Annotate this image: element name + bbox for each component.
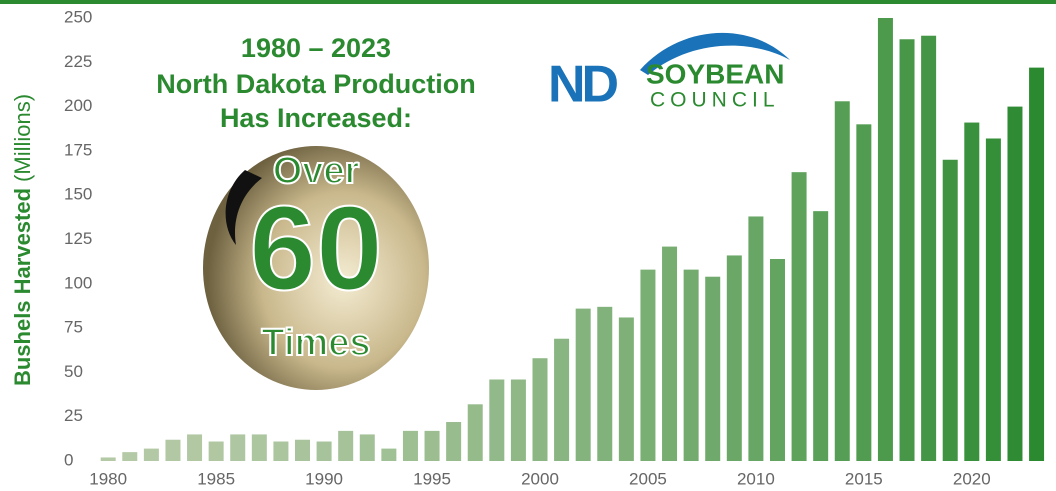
y-tick-label: 250: [64, 7, 92, 26]
bar: [726, 255, 742, 461]
y-tick-label: 225: [64, 52, 92, 71]
y-label: Bushels Harvested: [10, 188, 35, 386]
bar: [187, 434, 203, 461]
annotation-over: Over: [273, 150, 360, 192]
bar: [295, 439, 311, 461]
bar: [791, 172, 807, 461]
logo-arc: [640, 32, 790, 75]
annotation-line: 1980 – 2023: [241, 33, 391, 63]
bar: [662, 246, 678, 461]
bar: [338, 430, 354, 461]
annotation-number: 60: [249, 182, 382, 316]
x-tick-label: 1985: [197, 469, 235, 488]
annotation-times: Times: [261, 322, 370, 364]
soybean: [203, 146, 429, 390]
x-tick-label: 2010: [737, 469, 775, 488]
bar: [510, 379, 526, 461]
bar: [273, 441, 289, 461]
top-border: [0, 0, 1056, 4]
bar: [1007, 106, 1023, 461]
bar: [165, 439, 181, 461]
bar: [532, 358, 548, 461]
y-axis-label: Bushels Harvested (Millions): [10, 94, 35, 386]
bar: [1029, 67, 1045, 461]
logo: ND SOYBEAN COUNCIL: [548, 32, 790, 114]
bar: [921, 35, 937, 461]
bar: [381, 448, 397, 461]
x-tick-label: 2015: [845, 469, 883, 488]
bar: [143, 448, 159, 461]
logo-sub: COUNCIL: [650, 89, 780, 112]
y-tick-label: 0: [64, 450, 73, 469]
bar: [402, 430, 418, 461]
bar: [618, 317, 634, 461]
plot: 0 25 50 75 100 125 150 175 200 225 250 1980 1985 1990…: [64, 7, 1045, 488]
bar: [122, 452, 138, 461]
x-tick-label: 1995: [413, 469, 451, 488]
bar: [554, 338, 570, 461]
bar: [683, 269, 699, 461]
bar: [813, 211, 829, 461]
y-tick-label: 150: [64, 185, 92, 204]
bar: [640, 269, 656, 461]
x-tick-label: 2005: [629, 469, 667, 488]
bar: [100, 457, 116, 461]
y-tick-label: 75: [64, 318, 83, 337]
annotation: 1980 – 2023 North Dakota Production Has …: [156, 33, 476, 390]
bar: [230, 434, 246, 461]
bar: [899, 39, 915, 461]
annotation-line: North Dakota Production: [156, 69, 476, 99]
bar: [251, 434, 267, 461]
x-tick-label: 1980: [89, 469, 127, 488]
logo-name: SOYBEAN: [646, 58, 784, 89]
bar: [467, 404, 483, 461]
bean-hilum: [225, 170, 262, 245]
bar: [316, 441, 332, 461]
bar: [446, 422, 462, 461]
bar: [834, 101, 850, 461]
bar: [575, 308, 591, 461]
bar: [748, 216, 764, 461]
bar: [359, 434, 375, 461]
y-tick-label: 25: [64, 406, 83, 425]
bar: [985, 138, 1001, 461]
x-tick-label: 2000: [521, 469, 559, 488]
bar: [705, 276, 721, 461]
bar: [424, 430, 440, 461]
bar: [597, 306, 613, 461]
bar: [208, 441, 224, 461]
y-tick-label: 175: [64, 140, 92, 159]
bar: [964, 122, 980, 461]
annotation-line: Has Increased:: [220, 103, 412, 133]
x-tick-label: 1990: [305, 469, 343, 488]
bar: [489, 379, 505, 461]
y-label-unit: (Millions): [10, 94, 35, 182]
y-tick-label: 200: [64, 96, 92, 115]
bar: [942, 159, 958, 461]
bar: [856, 124, 872, 461]
bar: [769, 258, 785, 461]
x-tick-label: 2020: [953, 469, 991, 488]
y-tick-label: 50: [64, 362, 83, 381]
bar: [877, 18, 893, 461]
logo-mark: ND: [548, 56, 618, 114]
y-tick-label: 125: [64, 229, 92, 248]
y-tick-label: 100: [64, 273, 92, 292]
